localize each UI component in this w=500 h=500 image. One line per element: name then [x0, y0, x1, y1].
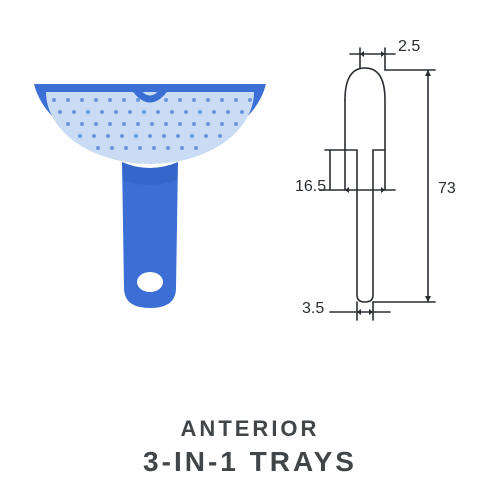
- dim-flange-width: 16.5: [295, 178, 326, 196]
- tray-handle: [122, 162, 178, 308]
- profile-outline: [345, 68, 385, 302]
- title-line-1: ANTERIOR: [0, 416, 500, 442]
- product-illustration: [10, 50, 290, 350]
- figure-canvas: 2.5 16.5 3.5 73 ANTERIOR 3-IN-1 TRAYS: [0, 0, 500, 500]
- title-line-2: 3-IN-1 TRAYS: [0, 446, 500, 478]
- dim-total-height: 73: [438, 180, 456, 198]
- dim-stem-width: 3.5: [302, 300, 324, 318]
- tray-mesh: [46, 92, 254, 164]
- dim-top-width: 2.5: [398, 38, 420, 56]
